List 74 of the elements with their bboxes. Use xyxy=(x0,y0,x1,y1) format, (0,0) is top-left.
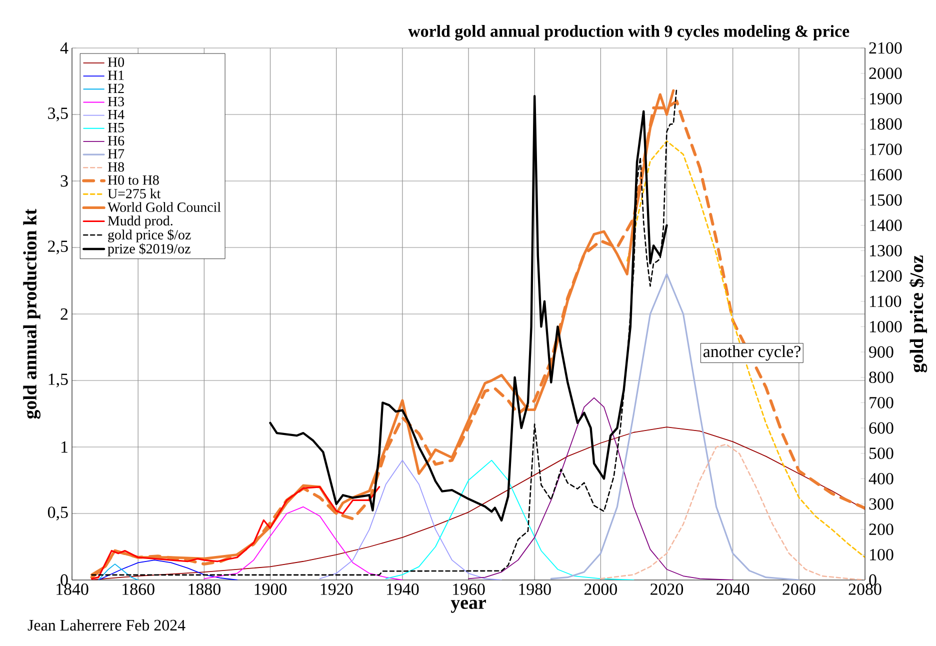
y2-tick-label: 1000 xyxy=(870,320,902,332)
line-series xyxy=(550,273,800,580)
y-tick-label: 0,5 xyxy=(48,506,68,520)
y2-tick-label: 300 xyxy=(869,498,894,510)
text: Jean Laherrere Feb 2024 xyxy=(28,619,186,631)
legend-label: H8 xyxy=(108,162,124,172)
x-tick-label: 1900 xyxy=(254,584,287,595)
x-tick-label: 1940 xyxy=(386,584,419,595)
line-series xyxy=(468,397,734,580)
line-series xyxy=(319,460,502,580)
y2-tick-label: 1700 xyxy=(870,144,902,156)
legend-label: H0 xyxy=(108,57,124,67)
y-tick-label: 4 xyxy=(60,42,68,54)
x-tick-label: 2060 xyxy=(782,584,816,595)
y2-tick-label: 900 xyxy=(869,346,894,358)
y2-tick-label: 2100 xyxy=(869,42,902,54)
line-series xyxy=(385,460,634,580)
legend-label: H6 xyxy=(108,136,124,146)
y2-tick-label: 2000 xyxy=(869,68,902,80)
y2-tick-label: 800 xyxy=(869,372,894,384)
y2-tick-label: 400 xyxy=(868,472,894,484)
y-tick-label: 1,5 xyxy=(48,374,68,388)
legend-label: Mudd prod. xyxy=(108,216,172,228)
x-tick-label: 2080 xyxy=(848,584,882,595)
x-tick-label: 1880 xyxy=(188,584,220,595)
y2-axis-title: gold price $/oz xyxy=(909,256,928,372)
y2-tick-label: 1100 xyxy=(870,296,902,308)
x-axis-title: year xyxy=(450,600,486,613)
line-series xyxy=(204,506,403,580)
x-tick-label: 1860 xyxy=(122,584,154,595)
legend-label: World Gold Council xyxy=(108,202,221,212)
x-tick-label: 1840 xyxy=(56,584,88,595)
x-tick-label: 1920 xyxy=(320,584,353,595)
y2-tick-label: 1500 xyxy=(870,194,902,206)
y-tick-label: 1 xyxy=(61,441,68,453)
chart-title: world gold annual production with 9 cycles modeling & price xyxy=(408,25,850,40)
y2-tick-label: 1400 xyxy=(870,220,902,232)
y2-tick-label: 1800 xyxy=(870,118,902,130)
legend-label: H7 xyxy=(108,149,124,158)
y2-tick-label: 100 xyxy=(870,548,894,560)
x-tick-label: 2040 xyxy=(716,584,750,595)
legend-label: H1 xyxy=(108,70,124,80)
legend-label: H0 to H8 xyxy=(108,175,159,185)
x-tick-label: 2000 xyxy=(584,584,617,595)
x-tick-label: 2020 xyxy=(650,584,684,595)
y-tick-label: 0 xyxy=(60,574,68,586)
legend-label: H2 xyxy=(108,84,124,93)
y-tick-label: 2,5 xyxy=(48,240,68,254)
y-tick-label: 3,5 xyxy=(48,108,68,122)
line-series xyxy=(269,95,668,522)
y2-tick-label: 700 xyxy=(870,396,894,408)
y2-tick-label: 200 xyxy=(869,524,894,536)
legend-label: H5 xyxy=(108,123,124,132)
y2-tick-label: 1600 xyxy=(870,168,902,180)
line-series xyxy=(626,140,866,558)
y2-tick-label: 1900 xyxy=(870,92,902,104)
annotation: another cycle? xyxy=(703,345,800,361)
line-series xyxy=(98,564,139,580)
line-series xyxy=(98,560,238,580)
y-tick-label: 3 xyxy=(60,175,68,187)
y2-tick-label: 500 xyxy=(870,448,894,460)
y2-tick-label: 0 xyxy=(869,574,876,586)
legend-label: H3 xyxy=(108,96,124,106)
y2-tick-label: 600 xyxy=(869,422,894,434)
x-tick-label: 1980 xyxy=(519,584,551,595)
legend-label: U=275 kt xyxy=(108,188,161,198)
y2-tick-label: 1200 xyxy=(870,270,902,282)
y-axis-title: gold annual production kt xyxy=(23,208,40,419)
x-tick-label: 1960 xyxy=(453,584,485,595)
legend-label: H4 xyxy=(108,110,124,120)
legend-label: prize $2019/oz xyxy=(108,243,190,256)
legend-label: gold price $/oz xyxy=(108,229,191,242)
y-tick-label: 2 xyxy=(60,308,68,320)
y2-tick-label: 1300 xyxy=(870,244,902,256)
